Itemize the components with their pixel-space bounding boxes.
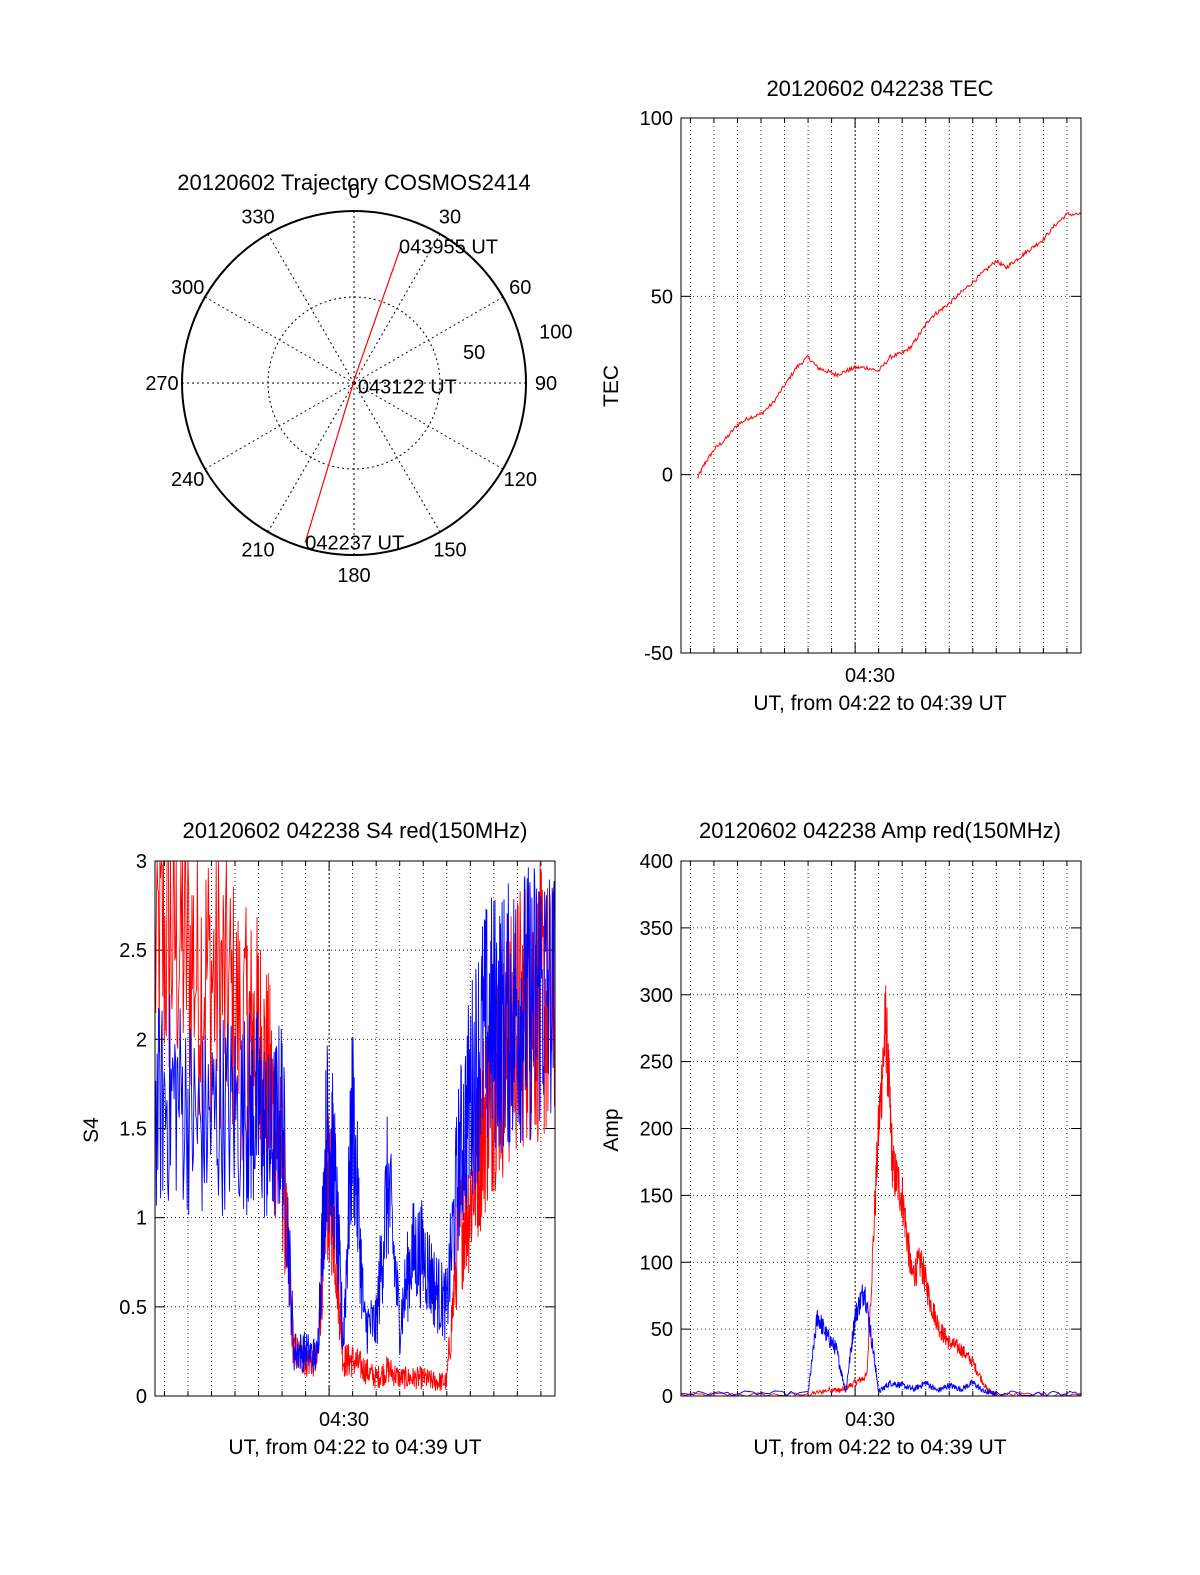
polar-angle-label: 60 [509, 277, 531, 299]
polar-spoke [204, 296, 355, 384]
tec-ytick-label: 0 [662, 465, 673, 487]
s4-plot-area: 0 0.5 1 1.5 2 2.5 3 [119, 851, 556, 1408]
s4-ytick-label: 1 [136, 1208, 147, 1230]
polar-spoke [267, 382, 355, 533]
tec-xtick-label: 04:30 [845, 665, 895, 687]
amp-title: 20120602 042238 Amp red(150MHz) [699, 818, 1061, 843]
polar-radial-label: 100 [539, 322, 572, 344]
polar-angle-label: 0 [348, 181, 359, 203]
s4-panel: 20120602 042238 S4 red(150MHz) S4 04:30 … [80, 818, 556, 1459]
tec-plot-area: -50 0 50 100 [640, 108, 1082, 665]
amp-xlabel: UT, from 04:22 to 04:39 UT [753, 1436, 1006, 1459]
polar-angle-label: 180 [337, 565, 370, 587]
amp-xtick-label: 04:30 [845, 1409, 895, 1431]
trajectory-panel: 20120602 Trajectory COSMOS2414 0 30 60 90 12… [145, 170, 572, 587]
amp-ylabel: Amp [600, 1108, 623, 1151]
polar-spoke [204, 382, 355, 470]
amp-ytick-label: 350 [640, 918, 673, 940]
polar-angle-label: 330 [241, 207, 274, 229]
polar-spoke [353, 382, 441, 533]
amp-plot-area: 0 50 100 150 200 250 300 350 400 [640, 851, 1082, 1408]
s4-xtick-label: 04:30 [319, 1409, 369, 1431]
trajectory-title: 20120602 Trajectory COSMOS2414 [177, 170, 530, 195]
tec-ylabel: TEC [600, 365, 623, 407]
polar-angle-label: 210 [241, 539, 274, 561]
amp-ytick-label: 50 [651, 1319, 673, 1341]
amp-panel: 20120602 042238 Amp red(150MHz) Amp 04:3… [600, 818, 1082, 1459]
s4-ytick-label: 0 [136, 1386, 147, 1408]
polar-spoke [267, 233, 355, 384]
polar-angle-label: 90 [535, 373, 557, 395]
polar-spoke [353, 382, 504, 470]
amp-axes-frame [680, 860, 1082, 1397]
s4-ytick-label: 0.5 [119, 1297, 147, 1319]
tec-axes-frame [680, 117, 1082, 654]
polar-radial-label: 50 [463, 342, 485, 364]
tec-ytick-label: 100 [640, 108, 673, 130]
polar-track-label: 043955 UT [399, 236, 498, 258]
polar-spoke [353, 233, 441, 384]
tec-title: 20120602 042238 TEC [766, 76, 993, 101]
polar-spoke [353, 296, 504, 384]
s4-title: 20120602 042238 S4 red(150MHz) [183, 818, 528, 843]
amp-series-red [680, 985, 1082, 1397]
polar-angle-label: 30 [439, 207, 461, 229]
s4-ylabel: S4 [80, 1117, 103, 1143]
polar-trajectory-line [304, 246, 402, 543]
amp-ytick-label: 200 [640, 1119, 673, 1141]
amp-ytick-label: 150 [640, 1185, 673, 1207]
polar-track-label: 043122 UT [358, 377, 457, 399]
amp-ytick-label: 400 [640, 851, 673, 873]
polar-angle-label: 300 [171, 277, 204, 299]
tec-panel: 20120602 042238 TEC TEC 04:30 UT, from 0… [600, 76, 1082, 715]
polar-angle-label: 150 [433, 539, 466, 561]
s4-series-red [154, 860, 556, 1391]
amp-ytick-label: 100 [640, 1252, 673, 1274]
amp-ytick-label: 250 [640, 1052, 673, 1074]
s4-ytick-label: 2 [136, 1029, 147, 1051]
s4-ytick-label: 2.5 [119, 940, 147, 962]
amp-series-blue [680, 1284, 1082, 1397]
polar-angle-label: 270 [145, 373, 178, 395]
s4-ytick-label: 1.5 [119, 1119, 147, 1141]
polar-angle-label: 240 [171, 469, 204, 491]
tec-series-red [697, 212, 1082, 479]
polar-angle-label: 120 [504, 469, 537, 491]
polar-track-label: 042237 UT [305, 533, 404, 555]
tec-ytick-label: -50 [644, 643, 673, 665]
polar-track: 042237 UT 043122 UT 043955 UT [304, 236, 498, 555]
s4-axes-frame [154, 860, 556, 1397]
s4-xlabel: UT, from 04:22 to 04:39 UT [228, 1436, 481, 1459]
amp-ytick-label: 300 [640, 985, 673, 1007]
s4-ytick-label: 3 [136, 851, 147, 873]
tec-ytick-label: 50 [651, 286, 673, 308]
tec-xlabel: UT, from 04:22 to 04:39 UT [753, 692, 1006, 715]
s4-series-blue [154, 867, 556, 1374]
polar-grid: 0 30 60 90 120 150 180 210 240 270 300 330 50 100 [145, 181, 572, 587]
amp-ytick-label: 0 [662, 1386, 673, 1408]
